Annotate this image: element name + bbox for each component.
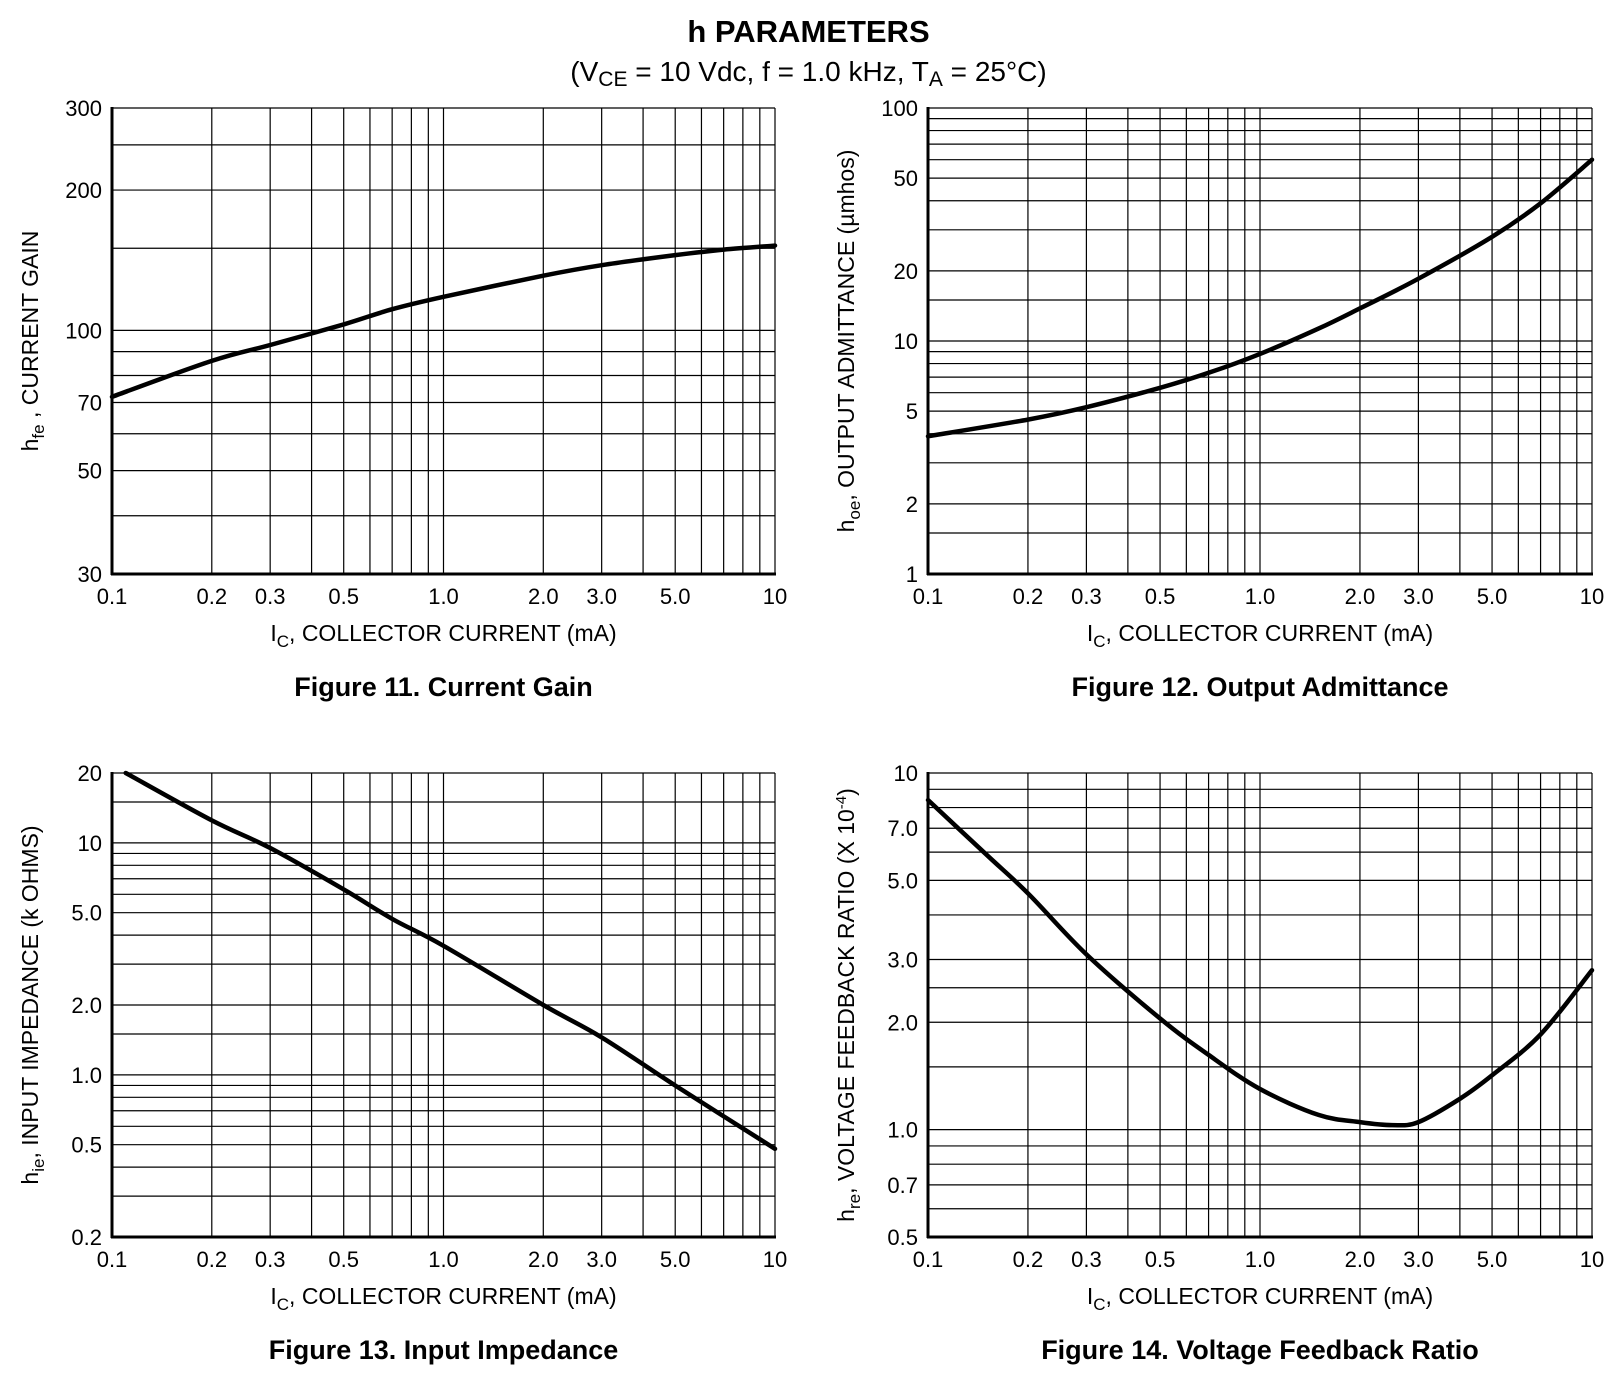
y-tick-label: 100 <box>65 318 102 343</box>
x-axis-title: IC, COLLECTOR CURRENT (mA) <box>270 620 616 651</box>
x-axis-title: IC, COLLECTOR CURRENT (mA) <box>1087 620 1433 651</box>
y-tick-label: 2 <box>906 492 918 517</box>
y-tick-label: 100 <box>881 96 918 121</box>
y-tick-label: 30 <box>78 562 102 587</box>
y-tick-label: 70 <box>78 391 102 416</box>
x-axis-title: IC, COLLECTOR CURRENT (mA) <box>1087 1283 1433 1314</box>
y-tick-label: 1.0 <box>71 1063 102 1088</box>
y-tick-label: 1.0 <box>887 1118 918 1143</box>
chart-panel-14: 0.1 0.2 0.3 0.5 1.0 2.0 3.0 5.0 10 0.5 0.7 1.0 2.0 3.… <box>833 761 1604 1365</box>
figure-caption: Figure 12. Output Admittance <box>1071 672 1448 702</box>
y-axis-title: hoe, OUTPUT ADMITTANCE (µmhos) <box>833 150 864 533</box>
x-tick-label: 2.0 <box>528 584 559 609</box>
x-tick-label: 1.0 <box>428 1247 459 1272</box>
x-tick-label: 2.0 <box>1345 584 1376 609</box>
x-tick-label: 0.3 <box>255 1247 286 1272</box>
y-axis-title: hfe , CURRENT GAIN <box>17 231 48 452</box>
y-tick-label: 10 <box>894 329 918 354</box>
x-tick-label: 0.3 <box>1071 584 1102 609</box>
y-axis-title: hre, VOLTAGE FEEDBACK RATIO (X 10-4) <box>833 788 864 1222</box>
y-tick-label: 0.2 <box>71 1225 102 1250</box>
x-tick-label: 0.2 <box>196 1247 227 1272</box>
y-tick-label: 0.7 <box>887 1173 918 1198</box>
series-line-0 <box>925 157 1595 439</box>
x-tick-label: 0.1 <box>913 584 944 609</box>
x-tick-label: 3.0 <box>586 584 617 609</box>
x-tick-label: 2.0 <box>1345 1247 1376 1272</box>
subtitle-sub-a: A <box>928 68 943 91</box>
y-tick-label: 50 <box>894 166 918 191</box>
figure-caption: Figure 13. Input Impedance <box>269 1335 619 1365</box>
x-tick-label: 10 <box>1580 584 1604 609</box>
y-tick-label: 5.0 <box>71 901 102 926</box>
x-tick-label: 1.0 <box>428 584 459 609</box>
y-tick-label: 7.0 <box>887 816 918 841</box>
x-tick-label: 1.0 <box>1245 1247 1276 1272</box>
x-tick-label: 3.0 <box>1403 1247 1434 1272</box>
y-tick-label: 3.0 <box>887 947 918 972</box>
y-tick-label: 1 <box>906 562 918 587</box>
x-tick-label: 0.1 <box>913 1247 944 1272</box>
x-tick-label: 0.5 <box>1145 1247 1176 1272</box>
x-tick-label: 0.2 <box>1013 584 1044 609</box>
page-subtitle: (VCE = 10 Vdc, f = 1.0 kHz, TA = 25°C) <box>0 56 1617 91</box>
x-tick-label: 0.3 <box>255 584 286 609</box>
x-tick-label: 5.0 <box>1477 584 1508 609</box>
x-axis-title: IC, COLLECTOR CURRENT (mA) <box>270 1283 616 1314</box>
y-tick-label: 2.0 <box>887 1010 918 1035</box>
series-line-0 <box>925 797 1595 1128</box>
y-tick-label: 2.0 <box>71 993 102 1018</box>
x-tick-label: 0.2 <box>196 584 227 609</box>
y-tick-label: 20 <box>894 259 918 284</box>
x-tick-label: 0.3 <box>1071 1247 1102 1272</box>
y-tick-label: 50 <box>78 459 102 484</box>
y-tick-label: 0.5 <box>71 1133 102 1158</box>
y-tick-label: 20 <box>78 761 102 786</box>
y-tick-label: 10 <box>894 761 918 786</box>
x-tick-label: 1.0 <box>1245 584 1276 609</box>
y-tick-label: 5.0 <box>887 868 918 893</box>
x-tick-label: 0.1 <box>97 1247 128 1272</box>
y-tick-label: 200 <box>65 178 102 203</box>
subtitle-sub-ce: CE <box>598 68 628 91</box>
x-tick-label: 0.1 <box>97 584 128 609</box>
x-tick-label: 5.0 <box>1477 1247 1508 1272</box>
x-tick-label: 5.0 <box>660 584 691 609</box>
subtitle-part: (V <box>570 56 599 87</box>
x-tick-label: 10 <box>1580 1247 1604 1272</box>
y-axis-title: hie, INPUT IMPEDANCE (k OHMS) <box>17 825 48 1184</box>
figure-caption: Figure 14. Voltage Feedback Ratio <box>1041 1335 1479 1365</box>
x-tick-label: 0.5 <box>328 584 359 609</box>
x-tick-label: 2.0 <box>528 1247 559 1272</box>
y-tick-label: 5 <box>906 399 918 424</box>
x-tick-label: 5.0 <box>660 1247 691 1272</box>
series-line-0 <box>109 243 778 400</box>
figure-caption: Figure 11. Current Gain <box>294 672 593 702</box>
x-tick-label: 3.0 <box>586 1247 617 1272</box>
chart-panel-11: 0.1 0.2 0.3 0.5 1.0 2.0 3.0 5.0 10 30 50 70 100 200 30… <box>17 96 787 702</box>
x-tick-label: 0.2 <box>1013 1247 1044 1272</box>
x-tick-label: 10 <box>763 584 787 609</box>
y-tick-label: 300 <box>65 96 102 121</box>
chart-panel-13: 0.1 0.2 0.3 0.5 1.0 2.0 3.0 5.0 100.20.51.02.05.… <box>17 761 787 1365</box>
x-tick-label: 0.5 <box>328 1247 359 1272</box>
y-tick-label: 0.5 <box>887 1225 918 1250</box>
page-title: h PARAMETERS <box>687 14 930 49</box>
x-tick-label: 10 <box>763 1247 787 1272</box>
chart-panel-12: 0.1 0.2 0.3 0.5 1.0 2.0 3.0 5.0 10 1 2 5 10 20 50 100 IC… <box>833 96 1604 702</box>
x-tick-label: 0.5 <box>1145 584 1176 609</box>
series-line-0 <box>123 770 778 1152</box>
subtitle-part: = 25°C) <box>942 56 1047 87</box>
y-tick-label: 10 <box>78 831 102 856</box>
x-tick-label: 3.0 <box>1403 584 1434 609</box>
subtitle-part: = 10 Vdc, f = 1.0 kHz, T <box>627 56 929 87</box>
